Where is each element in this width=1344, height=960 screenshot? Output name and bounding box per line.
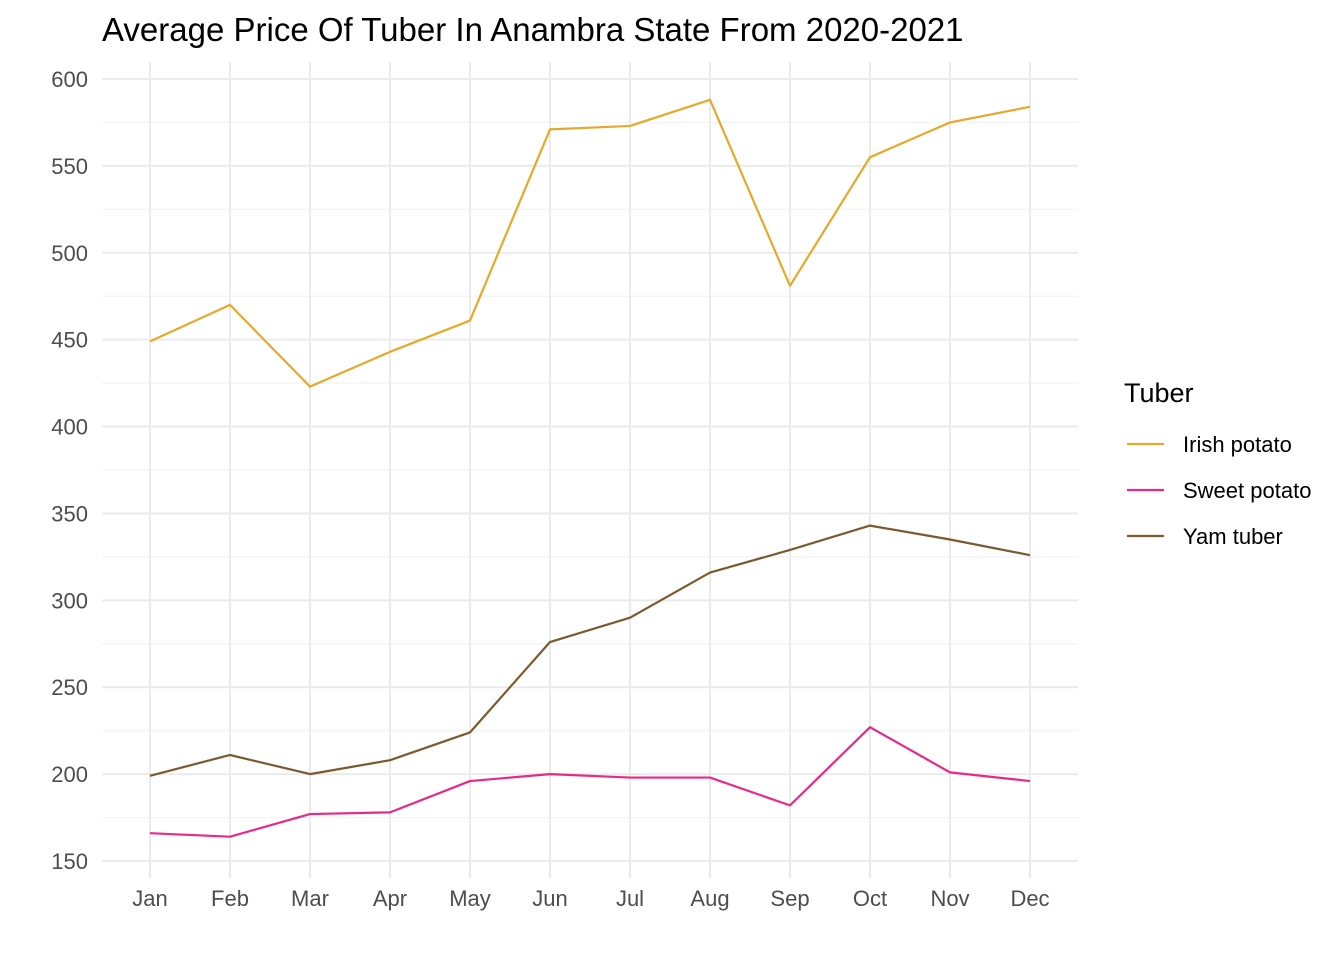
y-tick-label: 550 (51, 154, 88, 179)
x-tick-label: Jun (532, 886, 567, 911)
y-tick-label: 150 (51, 849, 88, 874)
legend-title: Tuber (1124, 378, 1194, 408)
x-tick-label: Feb (211, 886, 249, 911)
legend: Tuber Irish potato Sweet potato Yam tuber (1124, 378, 1311, 549)
x-tick-label: Jul (616, 886, 644, 911)
x-tick-label: Jan (132, 886, 167, 911)
series-line-yam-tuber (149, 524, 1031, 777)
x-tick-label: Aug (690, 886, 729, 911)
y-axis: 150 200 250 300 350 400 450 500 550 600 (51, 67, 88, 874)
y-tick-label: 600 (51, 67, 88, 92)
x-tick-label: Oct (853, 886, 887, 911)
x-tick-label: Nov (930, 886, 969, 911)
y-tick-label: 200 (51, 762, 88, 787)
y-tick-label: 450 (51, 328, 88, 353)
y-tick-label: 400 (51, 415, 88, 440)
y-tick-label: 300 (51, 588, 88, 613)
x-tick-label: May (449, 886, 491, 911)
y-tick-label: 250 (51, 675, 88, 700)
x-tick-label: Dec (1010, 886, 1049, 911)
legend-label-yam-tuber: Yam tuber (1183, 524, 1283, 549)
y-tick-label: 500 (51, 241, 88, 266)
series-line-sweet-potato (149, 726, 1031, 838)
x-tick-label: Apr (373, 886, 407, 911)
legend-label-irish-potato: Irish potato (1183, 432, 1292, 457)
series-line-irish-potato (149, 98, 1031, 388)
x-tick-label: Sep (770, 886, 809, 911)
legend-label-sweet-potato: Sweet potato (1183, 478, 1311, 503)
x-tick-label: Mar (291, 886, 329, 911)
x-axis: Jan Feb Mar Apr May Jun Jul Aug Sep Oct Nov Dec (132, 886, 1049, 911)
chart-title: Average Price Of Tuber In Anambra State … (102, 11, 964, 48)
y-tick-label: 350 (51, 501, 88, 526)
series-lines (149, 98, 1031, 838)
gridlines (102, 62, 1078, 878)
